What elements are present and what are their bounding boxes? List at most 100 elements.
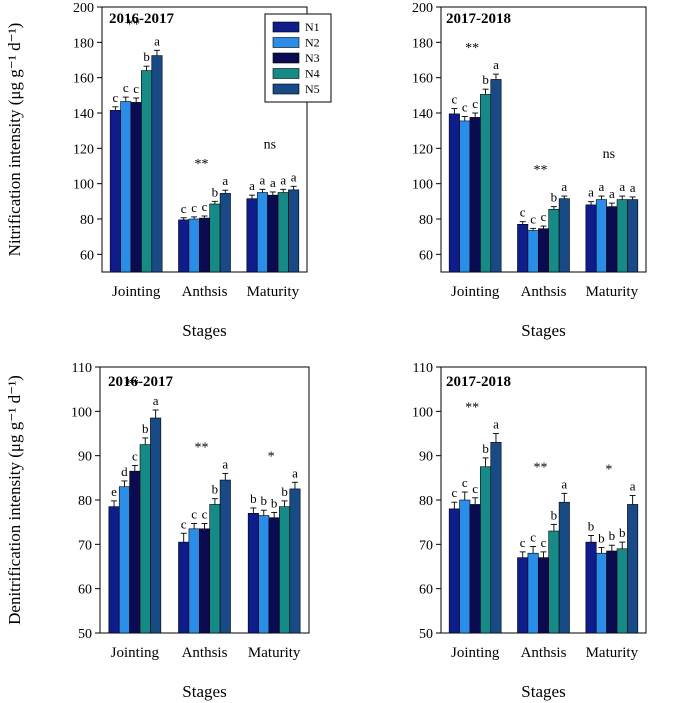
bar-n2 xyxy=(527,552,539,634)
x-tick-label: Jointing xyxy=(112,284,161,300)
x-tick-label: Jointing xyxy=(451,284,500,300)
bar-n3 xyxy=(606,550,618,634)
y-tick-label: 100 xyxy=(412,178,433,193)
bar-n3 xyxy=(199,217,211,273)
legend-label-n4: N4 xyxy=(305,67,320,81)
significance-letter: b xyxy=(212,184,219,199)
y-tick-label: 70 xyxy=(78,538,92,553)
y-tick-label: 80 xyxy=(80,213,94,228)
bar-n1 xyxy=(178,219,190,273)
significance-letter: b xyxy=(482,441,489,456)
significance-letter: b xyxy=(142,421,149,436)
significance-letter: c xyxy=(462,100,468,115)
significance-letter: b xyxy=(212,482,219,497)
x-tick-label: Maturity xyxy=(247,284,300,300)
significance-letter: a xyxy=(561,476,567,491)
bar-n5 xyxy=(490,442,502,634)
bar-n1 xyxy=(585,204,597,273)
significance-marker: ** xyxy=(195,440,209,455)
significance-marker: ns xyxy=(603,147,615,162)
bar-n3 xyxy=(199,528,211,634)
significance-letter: d xyxy=(121,464,128,479)
bar-n4 xyxy=(480,94,492,273)
significance-letter: c xyxy=(191,506,197,521)
legend-swatch-n2 xyxy=(272,37,300,48)
bar-n3 xyxy=(537,228,549,273)
y-axis-label: Nitrification intensity (μg g⁻¹ d⁻¹) xyxy=(5,23,24,257)
significance-letter: a xyxy=(561,179,567,194)
significance-letter: c xyxy=(191,200,197,215)
significance-letter: c xyxy=(202,506,208,521)
bar-n1 xyxy=(247,512,259,634)
significance-letter: a xyxy=(619,179,625,194)
significance-letter: c xyxy=(181,516,187,531)
legend-label-n3: N3 xyxy=(305,51,320,65)
bar-n3 xyxy=(606,206,618,273)
y-tick-label: 180 xyxy=(73,36,94,51)
significance-letter: c xyxy=(520,205,526,220)
significance-letter: b xyxy=(281,484,288,499)
bar-n1 xyxy=(585,541,597,634)
significance-marker: ** xyxy=(465,401,479,416)
legend-swatch-n3 xyxy=(272,52,300,64)
bar-n2 xyxy=(120,101,132,273)
panel-title: 2016-2017 xyxy=(109,11,174,27)
bar-n4 xyxy=(548,208,560,273)
significance-letter: b xyxy=(551,507,558,522)
significance-letter: c xyxy=(112,90,118,105)
significance-letter: a xyxy=(292,465,298,480)
bar-n3 xyxy=(537,557,549,634)
significance-letter: a xyxy=(609,186,615,201)
bar-n3 xyxy=(469,504,481,634)
bar-n2 xyxy=(256,192,268,273)
y-tick-label: 110 xyxy=(72,361,92,376)
y-tick-label: 80 xyxy=(78,494,92,509)
y-axis-label: Denitrification intensity (μg g⁻¹ d⁻¹) xyxy=(5,375,24,625)
significance-letter: c xyxy=(451,485,457,500)
bar-n2 xyxy=(118,486,130,634)
bar-n5 xyxy=(289,488,301,634)
significance-letter: b xyxy=(609,528,616,543)
legend-label-n1: N1 xyxy=(305,20,320,34)
significance-letter: a xyxy=(291,169,297,184)
bar-n1 xyxy=(448,508,460,634)
chart-panel-1: 60 80 100 120 140 160 180 200 2016-2017 Stages Nit… xyxy=(5,1,308,340)
bar-n3 xyxy=(268,517,280,634)
significance-letter: c xyxy=(202,199,208,214)
significance-letter: a xyxy=(630,180,636,195)
bar-n5 xyxy=(219,479,231,634)
y-tick-label: 60 xyxy=(78,583,92,598)
significance-letter: a xyxy=(249,178,255,193)
chart-panel-2: 60 80 100 120 140 160 180 200 2017-2018 Stages Joi… xyxy=(412,1,647,340)
y-tick-label: 100 xyxy=(73,178,94,193)
y-tick-label: 60 xyxy=(419,583,433,598)
significance-marker: * xyxy=(268,449,275,464)
x-tick-label: Maturity xyxy=(586,645,639,661)
significance-letter: a xyxy=(599,179,605,194)
y-tick-label: 50 xyxy=(78,627,92,642)
bar-n5 xyxy=(288,189,300,273)
significance-marker: ** xyxy=(465,41,479,56)
x-axis-label: Stages xyxy=(521,321,565,340)
significance-letter: c xyxy=(541,535,547,550)
significance-marker: ** xyxy=(125,377,139,392)
bar-n2 xyxy=(258,515,270,634)
significance-letter: a xyxy=(154,33,160,48)
significance-letter: c xyxy=(520,535,526,550)
bar-n2 xyxy=(188,528,200,634)
bar-n2 xyxy=(527,230,539,273)
significance-letter: a xyxy=(493,57,499,72)
significance-letter: a xyxy=(493,417,499,432)
bar-n2 xyxy=(459,120,471,273)
x-tick-label: Jointing xyxy=(111,645,160,661)
x-tick-label: Anthsis xyxy=(182,284,228,300)
significance-letter: c xyxy=(123,80,129,95)
bar-n3 xyxy=(129,470,141,634)
bar-n4 xyxy=(139,444,151,634)
y-tick-label: 160 xyxy=(412,72,433,87)
significance-letter: b xyxy=(598,530,605,545)
significance-letter: a xyxy=(270,175,276,190)
panel-title: 2017-2018 xyxy=(446,11,511,27)
y-tick-label: 110 xyxy=(413,361,433,376)
